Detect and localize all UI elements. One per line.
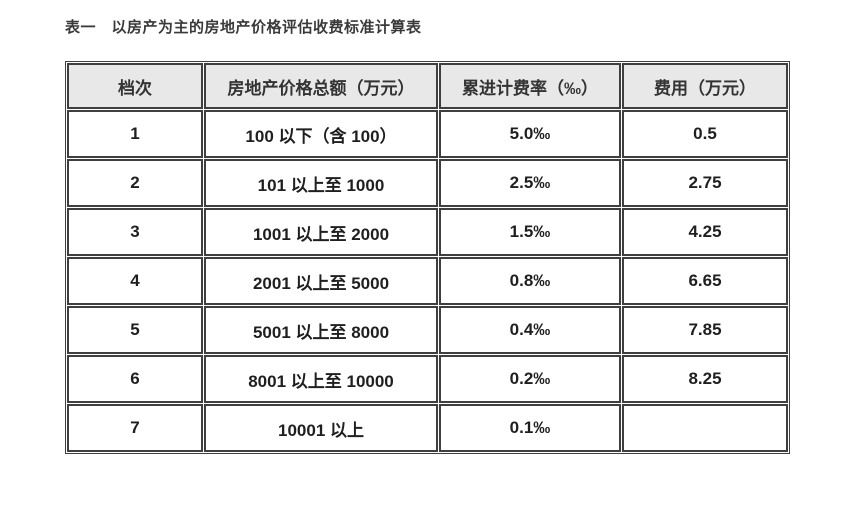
fee-cell: 2.75 xyxy=(622,159,788,207)
table-row: 1 100 以下（含 100） 5.0‰ 0.5 xyxy=(67,110,788,158)
level-cell: 6 xyxy=(67,355,203,403)
price-range-cell: 1001 以上至 2000 xyxy=(204,208,438,256)
table-row: 6 8001 以上至 10000 0.2‰ 8.25 xyxy=(67,355,788,403)
rate-cell: 0.2‰ xyxy=(439,355,621,403)
column-header-fee: 费用（万元） xyxy=(622,63,788,109)
price-range-cell: 8001 以上至 10000 xyxy=(204,355,438,403)
level-cell: 3 xyxy=(67,208,203,256)
level-cell: 7 xyxy=(67,404,203,452)
document-page: 表一 以房产为主的房地产价格评估收费标准计算表 档次 房地产价格总额（万元） 累… xyxy=(65,19,790,454)
price-range-cell: 2001 以上至 5000 xyxy=(204,257,438,305)
rate-cell: 2.5‰ xyxy=(439,159,621,207)
fee-cell: 0.5 xyxy=(622,110,788,158)
rate-cell: 0.8‰ xyxy=(439,257,621,305)
table-caption: 表一 以房产为主的房地产价格评估收费标准计算表 xyxy=(65,19,422,36)
column-header-progressive-rate: 累进计费率（‰） xyxy=(439,63,621,109)
table-header-row: 档次 房地产价格总额（万元） 累进计费率（‰） 费用（万元） xyxy=(67,63,788,109)
price-range-cell: 10001 以上 xyxy=(204,404,438,452)
rate-cell: 0.4‰ xyxy=(439,306,621,354)
price-range-cell: 101 以上至 1000 xyxy=(204,159,438,207)
fee-cell: 7.85 xyxy=(622,306,788,354)
rate-cell: 0.1‰ xyxy=(439,404,621,452)
level-cell: 5 xyxy=(67,306,203,354)
price-range-cell: 5001 以上至 8000 xyxy=(204,306,438,354)
fee-cell: 4.25 xyxy=(622,208,788,256)
rate-cell: 5.0‰ xyxy=(439,110,621,158)
table-row: 7 10001 以上 0.1‰ xyxy=(67,404,788,452)
rate-cell: 1.5‰ xyxy=(439,208,621,256)
level-cell: 4 xyxy=(67,257,203,305)
column-header-level: 档次 xyxy=(67,63,203,109)
price-range-cell: 100 以下（含 100） xyxy=(204,110,438,158)
table-row: 5 5001 以上至 8000 0.4‰ 7.85 xyxy=(67,306,788,354)
column-header-price-total: 房地产价格总额（万元） xyxy=(204,63,438,109)
level-cell: 2 xyxy=(67,159,203,207)
table-body: 1 100 以下（含 100） 5.0‰ 0.5 2 101 以上至 1000 2.5‰ 2.… xyxy=(67,110,788,452)
level-cell: 1 xyxy=(67,110,203,158)
table-row: 3 1001 以上至 2000 1.5‰ 4.25 xyxy=(67,208,788,256)
table-row: 4 2001 以上至 5000 0.8‰ 6.65 xyxy=(67,257,788,305)
fee-standard-table: 档次 房地产价格总额（万元） 累进计费率（‰） 费用（万元） 1 100 以下（含… xyxy=(65,61,790,454)
fee-cell: 8.25 xyxy=(622,355,788,403)
fee-cell xyxy=(622,404,788,452)
fee-cell: 6.65 xyxy=(622,257,788,305)
table-row: 2 101 以上至 1000 2.5‰ 2.75 xyxy=(67,159,788,207)
